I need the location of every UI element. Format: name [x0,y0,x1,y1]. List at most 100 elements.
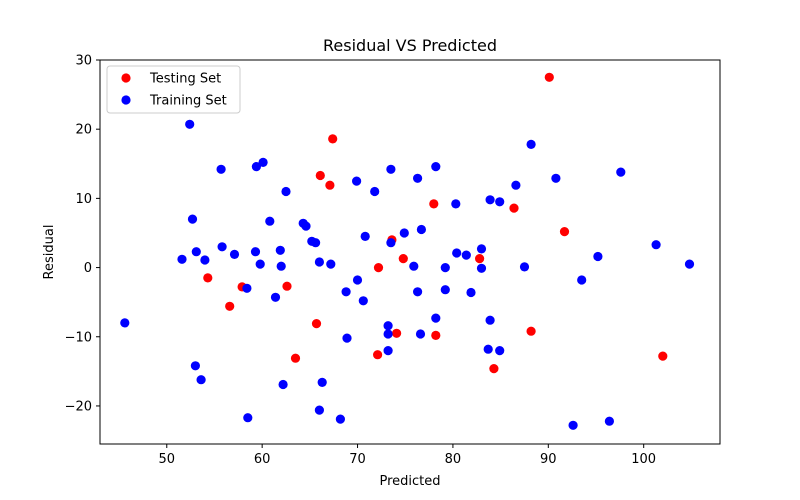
training-point-64 [495,346,505,356]
legend-box [106,65,241,114]
legend-label-1: Training Set [149,94,227,109]
training-point-5 [191,247,201,257]
training-point-74 [651,240,661,250]
x-tick-label-5: 100 [631,452,656,467]
training-point-57 [466,287,476,298]
testing-point-14 [429,199,439,209]
legend-marker-0 [121,73,131,83]
training-point-46 [413,173,423,183]
training-point-6 [196,375,206,385]
training-point-30 [326,259,336,269]
training-point-34 [352,176,362,186]
training-point-32 [341,287,351,297]
training-point-10 [229,249,240,259]
training-point-20 [276,261,286,271]
testing-point-20 [544,72,554,82]
training-point-0 [120,318,130,328]
testing-point-1 [225,301,235,311]
training-point-75 [684,259,695,269]
training-point-17 [265,216,275,226]
testing-point-18 [509,203,519,213]
training-point-27 [314,405,324,415]
training-point-69 [568,420,578,430]
training-point-50 [431,313,441,323]
training-point-18 [270,292,281,302]
x-tick-label-4: 90 [540,452,557,467]
y-tick-label-1: −10 [65,330,92,345]
training-point-15 [255,259,265,269]
testing-point-19 [526,326,536,336]
training-point-48 [415,329,426,339]
points-layer [120,72,695,430]
training-point-8 [216,164,226,174]
training-point-42 [386,238,396,248]
training-point-65 [511,180,521,190]
training-point-49 [416,224,426,235]
training-point-52 [440,263,450,273]
training-point-51 [431,162,441,172]
training-point-43 [386,164,396,174]
training-point-60 [483,344,493,354]
testing-point-6 [315,170,325,181]
testing-point-10 [373,350,383,360]
testing-point-15 [431,330,441,340]
x-tick-label-3: 80 [445,452,462,467]
testing-point-7 [325,180,335,190]
training-point-28 [314,257,324,267]
training-point-19 [275,245,285,255]
training-point-54 [451,199,461,209]
testing-point-8 [328,134,338,144]
training-point-67 [526,139,536,149]
legend-label-0: Testing Set [149,72,221,87]
training-point-61 [485,195,495,205]
training-point-59 [476,244,487,254]
training-point-29 [317,377,327,387]
plot-frame [99,59,721,445]
testing-point-3 [282,281,292,291]
training-point-35 [352,275,363,285]
x-axis-ticks: 50 60 70 80 90 100 [158,444,656,467]
x-axis-label: Predicted [379,474,440,489]
training-point-24 [301,221,311,231]
legend-marker-1 [121,95,131,105]
training-point-7 [200,255,210,265]
y-tick-label-4: 20 [75,123,92,138]
training-point-40 [383,329,393,339]
training-point-3 [187,214,198,224]
y-tick-label-0: −20 [65,399,92,414]
training-point-44 [399,228,409,238]
y-axis-ticks: −20 −10 0 10 20 30 [65,54,100,414]
y-tick-label-5: 30 [75,54,92,69]
training-point-36 [358,296,368,306]
training-point-9 [217,242,227,252]
training-point-73 [616,167,626,177]
training-point-2 [185,119,195,129]
training-point-33 [342,333,352,343]
legend: Testing Set Training Set [106,65,241,114]
testing-point-22 [658,351,668,361]
x-tick-label-1: 60 [254,452,271,467]
testing-point-13 [398,254,408,264]
training-point-55 [452,248,462,258]
training-point-47 [413,287,423,297]
training-point-1 [177,254,187,264]
training-point-71 [593,251,603,262]
testing-point-21 [559,227,570,237]
training-point-4 [190,361,200,371]
training-point-22 [281,186,291,197]
training-point-63 [495,197,505,207]
y-tick-label-3: 10 [75,192,92,207]
training-point-58 [476,263,487,273]
training-point-11 [242,283,252,293]
chart-title: Residual VS Predicted [323,36,497,55]
testing-point-9 [373,263,384,273]
testing-point-17 [489,364,499,374]
training-point-66 [519,262,530,272]
training-point-56 [461,250,471,260]
y-tick-label-2: 0 [84,261,92,276]
training-point-12 [243,413,253,423]
training-point-53 [440,285,450,295]
testing-point-4 [290,353,301,363]
training-point-62 [485,315,495,325]
